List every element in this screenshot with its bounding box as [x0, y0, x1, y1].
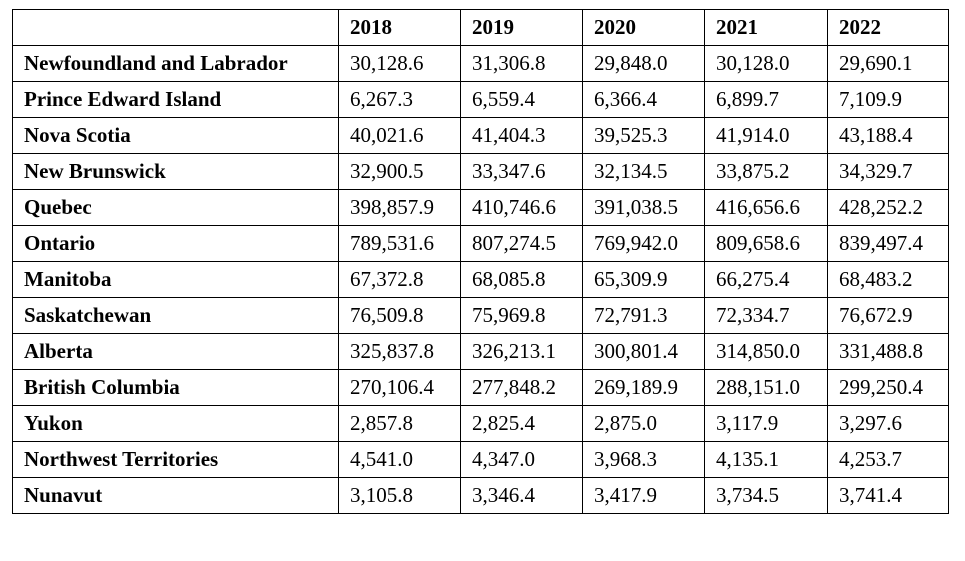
table-cell: 3,117.9 — [704, 405, 828, 442]
table-cell: 300,801.4 — [582, 333, 705, 370]
row-label: Manitoba — [12, 261, 339, 298]
table-row: Ontario 789,531.6 807,274.5 769,942.0 80… — [12, 225, 949, 262]
table-cell: 325,837.8 — [338, 333, 461, 370]
table-cell: 3,297.6 — [827, 405, 949, 442]
table-row: Northwest Territories 4,541.0 4,347.0 3,… — [12, 441, 949, 478]
table-cell: 76,672.9 — [827, 297, 949, 334]
table-cell: 75,969.8 — [460, 297, 583, 334]
table-cell: 43,188.4 — [827, 117, 949, 154]
table-cell: 39,525.3 — [582, 117, 705, 154]
table-cell: 68,483.2 — [827, 261, 949, 298]
table-cell: 807,274.5 — [460, 225, 583, 262]
table-cell: 839,497.4 — [827, 225, 949, 262]
table-cell: 32,134.5 — [582, 153, 705, 190]
table-cell: 277,848.2 — [460, 369, 583, 406]
table-cell: 270,106.4 — [338, 369, 461, 406]
table-cell: 6,267.3 — [338, 81, 461, 118]
table-cell: 65,309.9 — [582, 261, 705, 298]
table-row: Quebec 398,857.9 410,746.6 391,038.5 416… — [12, 189, 949, 226]
table-cell: 72,334.7 — [704, 297, 828, 334]
row-label: Saskatchewan — [12, 297, 339, 334]
table-cell: 3,417.9 — [582, 477, 705, 514]
table-cell: 2,875.0 — [582, 405, 705, 442]
row-label: Nunavut — [12, 477, 339, 514]
table-cell: 314,850.0 — [704, 333, 828, 370]
table-cell: 2,825.4 — [460, 405, 583, 442]
table-cell: 68,085.8 — [460, 261, 583, 298]
row-label: Nova Scotia — [12, 117, 339, 154]
column-header-2021: 2021 — [704, 9, 828, 46]
table-cell: 4,253.7 — [827, 441, 949, 478]
row-label: New Brunswick — [12, 153, 339, 190]
table-cell: 34,329.7 — [827, 153, 949, 190]
table-cell: 3,741.4 — [827, 477, 949, 514]
table-cell: 32,900.5 — [338, 153, 461, 190]
table-header-row: 2018 2019 2020 2021 2022 — [12, 9, 949, 46]
column-header-2020: 2020 — [582, 9, 705, 46]
row-label: Alberta — [12, 333, 339, 370]
table-cell: 4,135.1 — [704, 441, 828, 478]
table-cell: 72,791.3 — [582, 297, 705, 334]
table-row: Newfoundland and Labrador 30,128.6 31,30… — [12, 45, 949, 82]
table-cell: 40,021.6 — [338, 117, 461, 154]
table-cell: 391,038.5 — [582, 189, 705, 226]
table-cell: 416,656.6 — [704, 189, 828, 226]
table-row: Alberta 325,837.8 326,213.1 300,801.4 31… — [12, 333, 949, 370]
table-cell: 6,899.7 — [704, 81, 828, 118]
table-cell: 3,968.3 — [582, 441, 705, 478]
row-label: British Columbia — [12, 369, 339, 406]
column-header-2018: 2018 — [338, 9, 461, 46]
row-label: Yukon — [12, 405, 339, 442]
table-cell: 30,128.6 — [338, 45, 461, 82]
table-cell: 288,151.0 — [704, 369, 828, 406]
table-cell: 31,306.8 — [460, 45, 583, 82]
table-row: Yukon 2,857.8 2,825.4 2,875.0 3,117.9 3,… — [12, 405, 949, 442]
table-cell: 331,488.8 — [827, 333, 949, 370]
table-cell: 29,690.1 — [827, 45, 949, 82]
table-cell: 33,347.6 — [460, 153, 583, 190]
table-cell: 809,658.6 — [704, 225, 828, 262]
table-cell: 3,346.4 — [460, 477, 583, 514]
row-label: Quebec — [12, 189, 339, 226]
table-row: British Columbia 270,106.4 277,848.2 269… — [12, 369, 949, 406]
table-cell: 41,914.0 — [704, 117, 828, 154]
table-cell: 29,848.0 — [582, 45, 705, 82]
row-label: Newfoundland and Labrador — [12, 45, 339, 82]
table-cell: 769,942.0 — [582, 225, 705, 262]
row-label: Northwest Territories — [12, 441, 339, 478]
table-row: Prince Edward Island 6,267.3 6,559.4 6,3… — [12, 81, 949, 118]
table-cell: 33,875.2 — [704, 153, 828, 190]
table-cell: 269,189.9 — [582, 369, 705, 406]
table-cell: 7,109.9 — [827, 81, 949, 118]
table-cell: 3,105.8 — [338, 477, 461, 514]
table-cell: 4,541.0 — [338, 441, 461, 478]
table-row: Nunavut 3,105.8 3,346.4 3,417.9 3,734.5 … — [12, 477, 949, 514]
table-cell: 789,531.6 — [338, 225, 461, 262]
table-row: Saskatchewan 76,509.8 75,969.8 72,791.3 … — [12, 297, 949, 334]
table-cell: 6,559.4 — [460, 81, 583, 118]
table-cell: 41,404.3 — [460, 117, 583, 154]
table-cell: 66,275.4 — [704, 261, 828, 298]
table-cell: 326,213.1 — [460, 333, 583, 370]
table-cell: 398,857.9 — [338, 189, 461, 226]
table-row: New Brunswick 32,900.5 33,347.6 32,134.5… — [12, 153, 949, 190]
table-row: Manitoba 67,372.8 68,085.8 65,309.9 66,2… — [12, 261, 949, 298]
table-corner-cell — [12, 9, 339, 46]
table-cell: 4,347.0 — [460, 441, 583, 478]
table-cell: 428,252.2 — [827, 189, 949, 226]
column-header-2019: 2019 — [460, 9, 583, 46]
table-cell: 6,366.4 — [582, 81, 705, 118]
table-cell: 2,857.8 — [338, 405, 461, 442]
table-cell: 76,509.8 — [338, 297, 461, 334]
row-label: Ontario — [12, 225, 339, 262]
table-cell: 299,250.4 — [827, 369, 949, 406]
table-row: Nova Scotia 40,021.6 41,404.3 39,525.3 4… — [12, 117, 949, 154]
provincial-data-table: 2018 2019 2020 2021 2022 Newfoundland an… — [12, 9, 949, 514]
table-cell: 30,128.0 — [704, 45, 828, 82]
table-cell: 3,734.5 — [704, 477, 828, 514]
table-cell: 410,746.6 — [460, 189, 583, 226]
table-cell: 67,372.8 — [338, 261, 461, 298]
column-header-2022: 2022 — [827, 9, 949, 46]
row-label: Prince Edward Island — [12, 81, 339, 118]
